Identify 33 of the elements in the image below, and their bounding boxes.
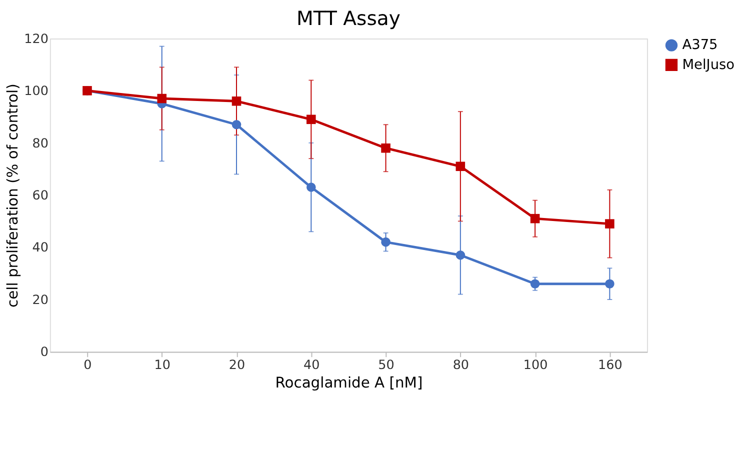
legend-label: MelJuso bbox=[682, 56, 735, 73]
point bbox=[530, 279, 540, 288]
point bbox=[157, 94, 167, 104]
x-tick-label: 20 bbox=[228, 356, 246, 372]
y-tick-label: 60 bbox=[32, 188, 48, 202]
point bbox=[456, 250, 466, 260]
y-tick-label: 100 bbox=[24, 83, 48, 98]
point bbox=[530, 214, 540, 224]
y-tick-label: 0 bbox=[40, 344, 48, 360]
x-tick-label: 40 bbox=[304, 356, 320, 372]
point bbox=[232, 96, 242, 106]
x-tick-label: 50 bbox=[378, 356, 394, 372]
y-tick-label: 20 bbox=[32, 292, 48, 307]
point bbox=[456, 162, 466, 172]
x-tick-label: 10 bbox=[154, 356, 170, 372]
x-axis-title: Rocaglamide A [nM] bbox=[275, 374, 423, 392]
point bbox=[306, 182, 316, 192]
point bbox=[605, 219, 614, 228]
y-tick-label: 80 bbox=[32, 135, 48, 150]
legend-label: A375 bbox=[682, 37, 718, 54]
chart-title: MTT Assay bbox=[296, 6, 400, 30]
x-tick-label: 0 bbox=[84, 356, 92, 372]
point bbox=[232, 120, 242, 130]
point bbox=[381, 143, 390, 153]
y-tick-label: 40 bbox=[32, 240, 48, 255]
point bbox=[605, 279, 614, 288]
x-tick-label: 80 bbox=[452, 356, 470, 372]
y-tick-label: 120 bbox=[24, 30, 48, 46]
point bbox=[381, 237, 390, 247]
x-tick-label: 100 bbox=[523, 356, 548, 372]
point bbox=[306, 114, 316, 124]
y-axis-title: cell proliferation (% of control) bbox=[4, 84, 22, 308]
x-tick-label: 160 bbox=[598, 356, 622, 372]
